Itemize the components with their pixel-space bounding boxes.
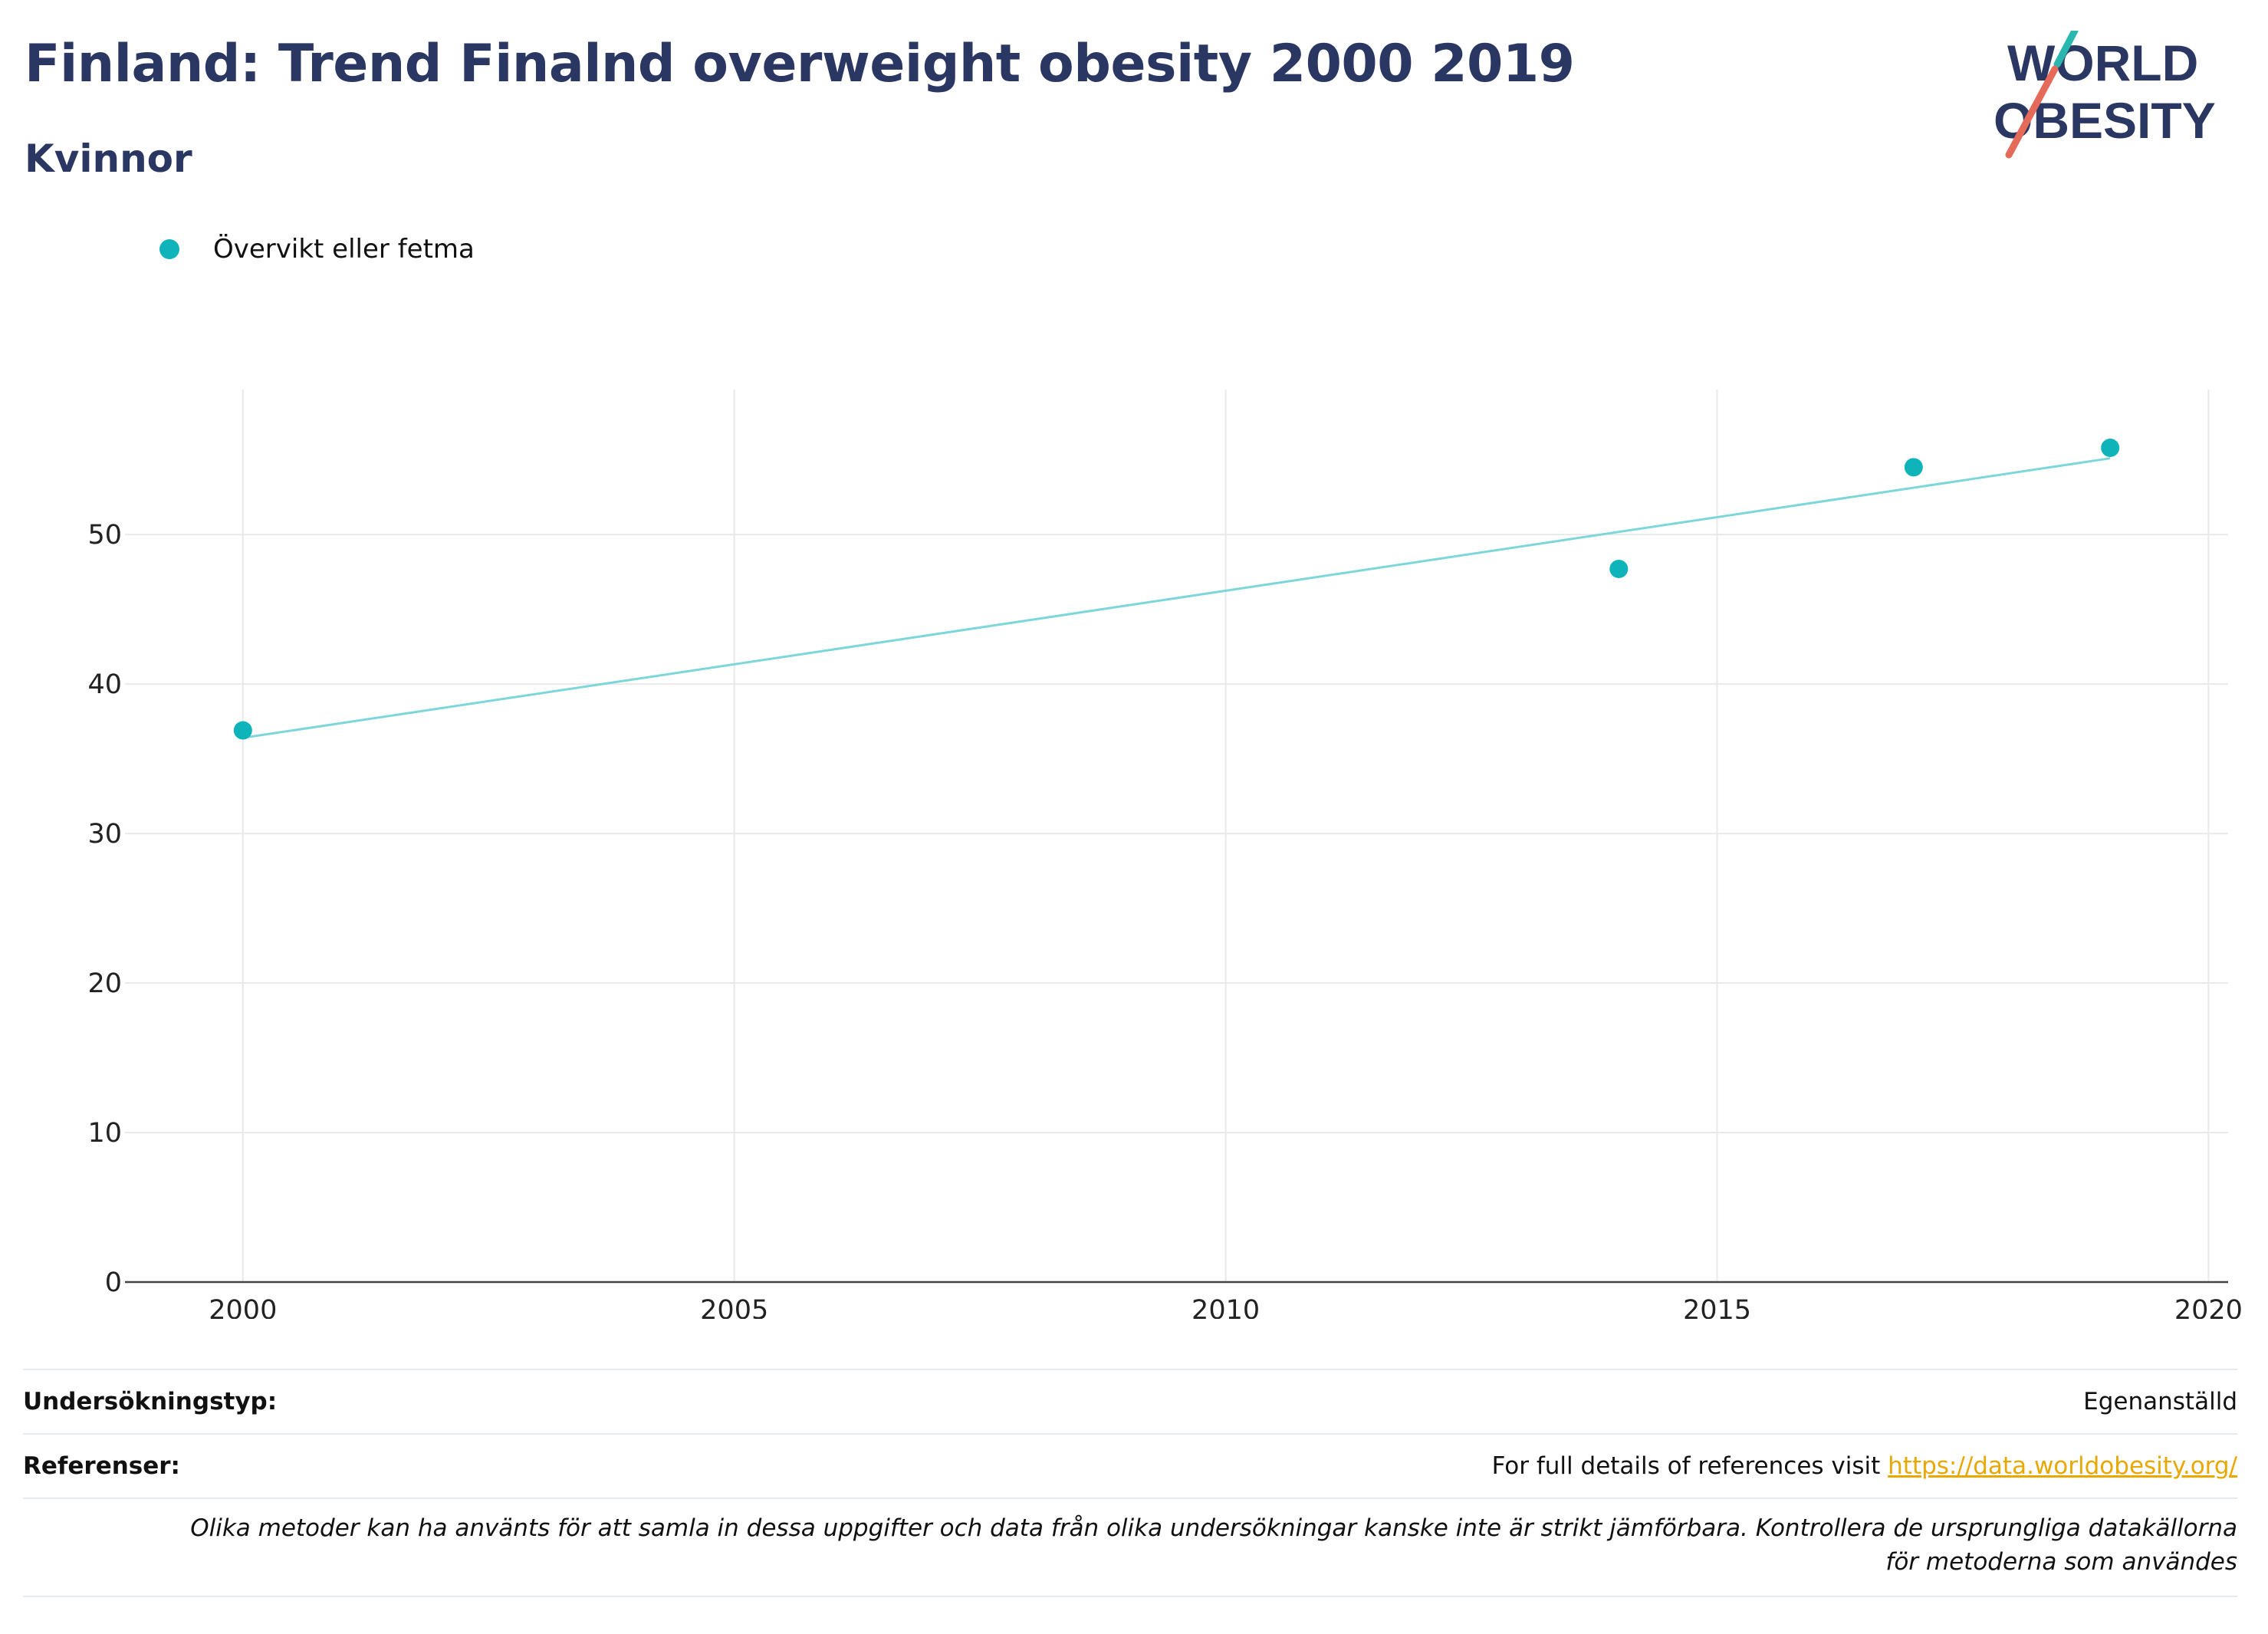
page-subtitle: Kvinnor xyxy=(25,136,192,181)
y-tick-label: 10 xyxy=(87,1118,122,1149)
page-title: Finland: Trend Finalnd overweight obesit… xyxy=(25,34,1575,94)
x-tick-label: 2020 xyxy=(2174,1295,2243,1319)
y-tick-label: 20 xyxy=(87,968,122,999)
x-tick-label: 2015 xyxy=(1683,1295,1751,1319)
scatter-chart: 2000 2005 2010 2015 2020 0 10 20 30 40 50 xyxy=(87,390,2243,1319)
y-tick-label: 30 xyxy=(87,819,122,850)
trend-line xyxy=(242,457,2111,739)
data-point xyxy=(2101,439,2120,458)
references-label: Referenser: xyxy=(23,1452,180,1480)
footer-divider xyxy=(23,1433,2237,1435)
chart-legend[interactable]: Övervikt eller fetma xyxy=(159,230,475,268)
survey-type-row: Undersökningstyp: Egenanställd xyxy=(23,1386,2237,1418)
x-tick-label: 2000 xyxy=(209,1295,277,1319)
legend-label: Övervikt eller fetma xyxy=(213,234,475,265)
references-text: For full details of references visit xyxy=(1491,1452,1888,1480)
logo-slash-teal xyxy=(2053,31,2079,68)
data-point xyxy=(233,721,252,740)
references-row: Referenser: For full details of referenc… xyxy=(23,1450,2237,1482)
world-obesity-logo: WORLD OBESITY xyxy=(1994,31,2216,159)
logo-slash-red xyxy=(2005,65,2059,159)
survey-type-label: Undersökningstyp: xyxy=(23,1388,278,1415)
chart-footer: Undersökningstyp: Egenanställd Referense… xyxy=(23,1369,2237,1599)
data-point xyxy=(1904,458,1923,477)
y-tick-label: 0 xyxy=(105,1267,122,1298)
footer-divider xyxy=(23,1596,2237,1597)
y-tick-label: 40 xyxy=(87,669,122,700)
footer-divider xyxy=(23,1498,2237,1499)
methodology-note: Olika metoder kan ha använts för att sam… xyxy=(190,1514,2237,1576)
x-tick-label: 2005 xyxy=(700,1295,768,1319)
footer-divider xyxy=(23,1369,2237,1370)
logo-word-world: WORLD xyxy=(2007,35,2198,91)
survey-type-value: Egenanställd xyxy=(2083,1388,2237,1415)
references-value: For full details of references visit htt… xyxy=(1492,1452,2237,1480)
y-tick-label: 50 xyxy=(87,520,122,551)
data-point xyxy=(1609,559,1629,578)
legend-marker xyxy=(159,239,179,259)
x-tick-label: 2010 xyxy=(1192,1295,1260,1319)
references-link[interactable]: https://data.worldobesity.org/ xyxy=(1888,1452,2237,1480)
